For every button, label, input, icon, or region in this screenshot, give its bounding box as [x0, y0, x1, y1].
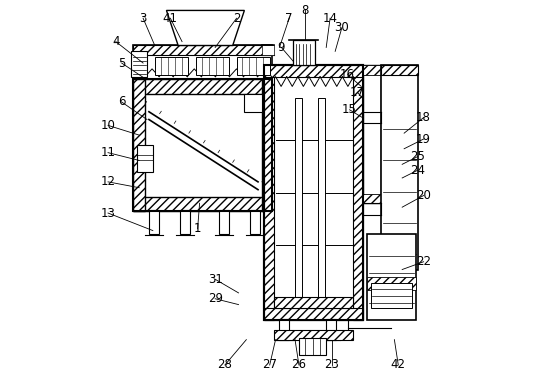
Bar [363, 65, 381, 203]
Bar [367, 277, 416, 290]
Bar [299, 338, 326, 355]
Bar [236, 57, 270, 75]
Bar [244, 94, 262, 112]
Bar [319, 98, 325, 307]
Text: 24: 24 [410, 164, 425, 177]
Bar [132, 51, 147, 77]
Text: 8: 8 [301, 4, 309, 17]
Text: 2: 2 [233, 12, 240, 25]
Bar [371, 283, 412, 308]
Bar [133, 45, 271, 79]
Text: 28: 28 [218, 359, 233, 371]
Bar [137, 145, 153, 172]
Text: 41: 41 [163, 12, 178, 25]
Text: 10: 10 [100, 119, 115, 132]
Text: 26: 26 [291, 359, 306, 371]
Bar [363, 194, 381, 203]
Bar [262, 79, 271, 211]
Text: 4: 4 [112, 35, 119, 48]
Bar [133, 79, 271, 211]
Text: 27: 27 [262, 359, 277, 371]
Text: 31: 31 [208, 273, 223, 286]
Bar [219, 210, 229, 235]
Text: 16: 16 [340, 68, 355, 81]
Bar [196, 57, 229, 75]
Bar [180, 210, 190, 235]
Text: 22: 22 [416, 255, 431, 268]
Bar [264, 308, 363, 320]
Bar [264, 65, 363, 320]
Polygon shape [166, 11, 244, 45]
Bar [274, 297, 354, 308]
Text: 3: 3 [139, 12, 147, 25]
Text: 29: 29 [208, 292, 223, 305]
Text: 20: 20 [416, 189, 431, 202]
Bar [295, 98, 302, 307]
Text: 12: 12 [100, 176, 115, 188]
Text: 15: 15 [342, 103, 357, 116]
Bar [149, 210, 159, 235]
Bar [274, 330, 354, 340]
Text: 7: 7 [285, 12, 293, 25]
Bar [354, 65, 363, 320]
Bar [133, 197, 271, 211]
Bar [133, 79, 271, 94]
Bar [264, 65, 363, 77]
Bar [293, 39, 315, 65]
Bar [280, 319, 289, 340]
Text: 42: 42 [391, 359, 406, 371]
Bar [145, 94, 262, 197]
Text: 11: 11 [100, 146, 115, 159]
Bar [155, 57, 188, 75]
Text: 17: 17 [350, 86, 365, 99]
Text: 25: 25 [410, 150, 425, 163]
Bar [262, 45, 274, 55]
Bar [326, 319, 336, 340]
Bar [133, 79, 145, 211]
Text: 14: 14 [322, 12, 337, 25]
Text: 13: 13 [100, 206, 115, 219]
Bar [381, 65, 418, 75]
Text: 23: 23 [325, 359, 340, 371]
Bar [264, 65, 363, 320]
Text: 9: 9 [278, 41, 285, 54]
Bar [363, 65, 381, 75]
Text: 19: 19 [416, 133, 431, 145]
Text: 6: 6 [118, 95, 125, 108]
Text: 1: 1 [194, 222, 201, 235]
Bar [264, 65, 274, 320]
Bar [133, 45, 271, 55]
Bar [381, 65, 418, 269]
Bar [250, 210, 260, 235]
Bar [367, 235, 416, 320]
Text: 30: 30 [335, 22, 349, 34]
Text: 5: 5 [118, 57, 125, 70]
Text: 18: 18 [416, 111, 431, 124]
